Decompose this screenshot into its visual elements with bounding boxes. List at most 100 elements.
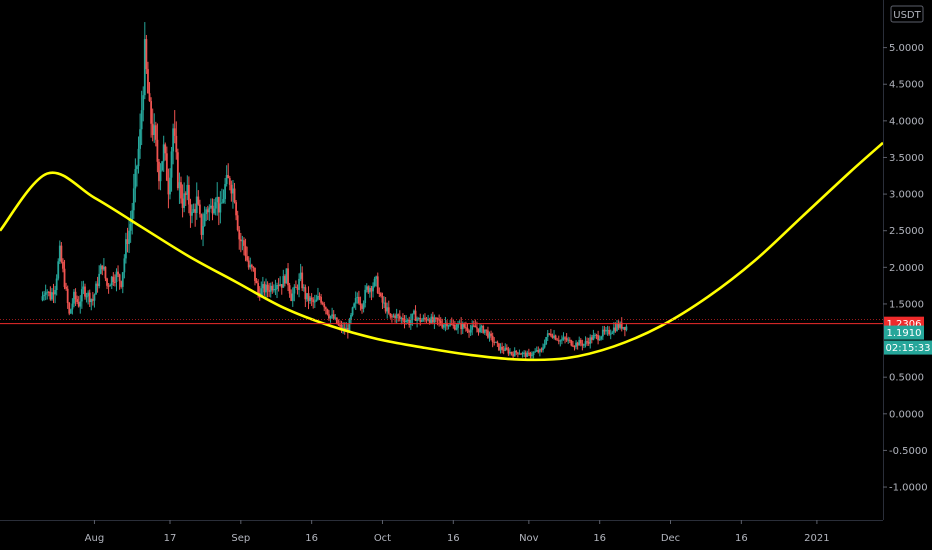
candle-body: [403, 320, 406, 323]
candle-body: [228, 178, 231, 185]
candle-body: [143, 39, 146, 96]
candle-body: [527, 352, 530, 354]
candle-body: [291, 293, 294, 301]
candle-body: [468, 330, 470, 333]
candle-body: [384, 302, 387, 312]
candle-body: [380, 293, 382, 296]
candle-body: [620, 322, 623, 329]
cup-curve: [0, 141, 884, 362]
candle-body: [409, 320, 412, 325]
candle-body: [622, 327, 625, 329]
last-price-label: 1.2306: [887, 319, 922, 330]
candle-body: [192, 209, 195, 212]
candle-body: [546, 333, 549, 338]
candle-body: [364, 289, 367, 303]
candle-body: [586, 341, 588, 343]
candle-body: [623, 327, 626, 331]
candle-body: [129, 224, 132, 231]
candle-body: [76, 299, 79, 303]
candle-body: [172, 128, 175, 152]
candle-body: [556, 339, 559, 341]
y-tick-label: 4.5000: [889, 80, 924, 91]
candle-body: [368, 288, 371, 293]
candle-body: [476, 327, 478, 329]
candle-body: [134, 169, 137, 189]
candle-body: [307, 293, 310, 301]
candle-body: [221, 202, 223, 204]
candle-body: [354, 298, 357, 304]
candle-body: [225, 175, 228, 185]
candle-body: [474, 325, 477, 328]
candle-body: [335, 317, 338, 324]
candle-body: [283, 276, 286, 284]
candle-body: [213, 208, 215, 214]
candle-body: [203, 214, 206, 227]
candle-body: [254, 267, 256, 281]
candle-body: [178, 182, 181, 189]
candle-body: [339, 324, 341, 326]
candle-body: [222, 199, 225, 203]
candle-body: [57, 261, 60, 279]
candle-body: [428, 319, 431, 323]
candle-body: [397, 314, 400, 316]
candle-body: [435, 317, 437, 319]
candle-body: [581, 343, 584, 346]
candle-body: [88, 292, 91, 303]
candle-body: [619, 322, 622, 328]
candle-body: [553, 335, 555, 338]
candle-body: [464, 327, 467, 329]
candle-body: [526, 352, 529, 357]
candle-body: [255, 280, 258, 284]
candle-body: [165, 153, 168, 181]
candle-body: [210, 205, 212, 208]
x-tick-label: 16: [305, 533, 318, 544]
candle-body: [243, 240, 245, 246]
candle-body: [614, 327, 617, 331]
candle-body: [584, 341, 587, 345]
candle-body: [310, 297, 313, 300]
candle-body: [543, 344, 546, 348]
candle-body: [405, 320, 407, 323]
candle-body: [132, 188, 135, 211]
candle-body: [516, 352, 519, 354]
candle-body: [594, 334, 596, 336]
candle-body: [62, 261, 64, 269]
candle-body: [106, 278, 108, 286]
candle-body: [523, 352, 526, 354]
candle-body: [195, 196, 198, 213]
candle-body: [542, 347, 544, 351]
candle-body: [494, 341, 497, 343]
candle-body: [575, 342, 577, 347]
candle-body: [187, 184, 190, 205]
candle-body: [370, 288, 373, 292]
candle-body: [272, 289, 275, 291]
candle-body: [96, 283, 99, 287]
candle-body: [109, 285, 112, 287]
currency-badge[interactable]: USDT: [890, 5, 924, 23]
candle-body: [573, 346, 576, 348]
candle-body: [290, 293, 293, 301]
candle-body: [214, 202, 217, 209]
candle-body: [461, 323, 464, 330]
candle-body: [277, 284, 280, 286]
candle-body: [208, 207, 211, 213]
candle-body: [66, 288, 69, 303]
candle-body: [80, 289, 83, 302]
candle-body: [91, 299, 94, 301]
y-axis[interactable]: 5.0000 4.5000 4.0000 3.5000 3.0000 2.5000 2.00…: [883, 43, 928, 494]
candle-body: [472, 325, 475, 327]
candle-body: [150, 101, 153, 124]
candle-body: [123, 258, 126, 273]
x-axis[interactable]: Aug 17 Sep 16 Oct 16 Nov 16 Dec 16 2021: [85, 520, 830, 544]
candle-body: [167, 180, 170, 195]
candle-body: [424, 317, 426, 319]
candle-body: [301, 272, 304, 289]
candle-body: [211, 205, 214, 214]
candle-body: [287, 268, 289, 286]
candle-body: [219, 203, 222, 213]
y-tick-label: 3.5000: [889, 153, 924, 164]
candle-body: [101, 265, 104, 270]
candle-body: [285, 268, 288, 284]
candle-body: [417, 317, 420, 319]
